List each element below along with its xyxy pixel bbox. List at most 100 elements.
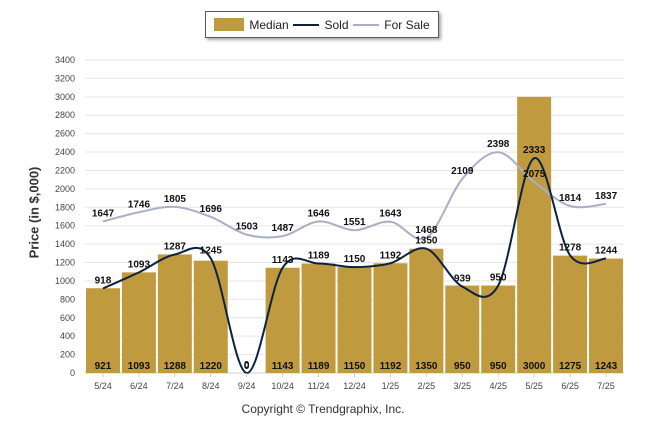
x-tick-label: 8/24 (202, 381, 220, 391)
median-value-label: 3000 (523, 361, 546, 372)
median-bar (445, 285, 480, 373)
legend-item-forsale[interactable]: For Sale (353, 17, 430, 32)
legend-item-sold[interactable]: Sold (293, 18, 349, 32)
y-tick-label: 800 (60, 294, 75, 304)
sold-value-label: 1189 (308, 251, 330, 262)
forsale-value-label: 1646 (307, 208, 330, 219)
y-tick-label: 200 (60, 350, 75, 360)
forsale-value-label: 1503 (236, 222, 259, 233)
median-value-label: 1150 (344, 361, 366, 372)
sold-value-label: 939 (454, 274, 471, 285)
x-tick-label: 5/25 (525, 381, 543, 391)
y-tick-label: 3000 (55, 92, 75, 102)
median-value-label: 921 (95, 361, 112, 372)
x-tick-label: 10/24 (271, 381, 294, 391)
y-axis-title: Price (in $,000) (26, 166, 42, 259)
x-axis: 5/24 6/24 7/24 8/24 9/24 10/24 11/24 12/24 1/25 2… (94, 373, 615, 391)
median-bar (553, 255, 588, 373)
legend-label-forsale: For Sale (384, 17, 430, 32)
median-bar (301, 263, 336, 373)
sold-swatch (293, 23, 320, 26)
median-value-label: 1192 (380, 361, 402, 372)
forsale-value-label: 1805 (164, 194, 187, 205)
x-tick-label: 11/24 (308, 381, 330, 391)
forsale-value-label: 1647 (92, 208, 115, 219)
y-tick-label: 400 (60, 331, 75, 341)
y-tick-label: 3400 (55, 55, 75, 65)
median-bar (121, 272, 156, 373)
sold-value-label: 1350 (415, 236, 438, 247)
median-value-label: 1093 (128, 361, 151, 372)
sold-value-label: 950 (490, 273, 507, 284)
median-value-label: 1288 (164, 361, 187, 372)
x-tick-label: 4/25 (489, 381, 507, 391)
x-tick-label: 6/24 (130, 381, 148, 391)
x-tick-label: 7/24 (166, 381, 184, 391)
sold-value-label: 0 (244, 360, 250, 371)
median-bar (157, 254, 192, 373)
sold-value-label: 1278 (559, 242, 582, 253)
median-bar (337, 267, 372, 373)
y-tick-label: 2200 (55, 165, 75, 175)
sold-value-label: 2333 (523, 145, 546, 156)
y-tick-label: 1800 (55, 202, 75, 212)
median-bar (517, 96, 552, 373)
x-tick-label: 1/25 (382, 381, 400, 391)
x-tick-label: 12/24 (343, 381, 366, 391)
median-value-label: 1243 (595, 361, 618, 372)
y-tick-label: 2400 (55, 147, 75, 157)
sold-value-label: 1245 (200, 245, 223, 256)
sold-value-label: 1192 (380, 250, 402, 261)
x-tick-label: 2/25 (418, 381, 436, 391)
median-bar (409, 248, 444, 373)
y-tick-label: 1600 (55, 221, 75, 231)
median-value-label: 1143 (272, 361, 294, 372)
y-tick-label: 3200 (55, 73, 75, 83)
x-tick-label: 5/24 (94, 381, 112, 391)
median-value-label: 1350 (415, 361, 438, 372)
median-bar (265, 267, 300, 373)
sold-value-label: 918 (95, 275, 112, 286)
forsale-value-label: 2398 (487, 139, 510, 150)
sold-line (102, 157, 607, 374)
sold-value-label: 1244 (595, 245, 618, 256)
median-bar (589, 258, 624, 373)
sold-value-label: 1150 (344, 254, 366, 265)
median-value-label: 0 (244, 361, 250, 372)
x-tick-label: 6/25 (561, 381, 579, 391)
forsale-value-label: 1643 (379, 209, 402, 220)
forsale-value-label: 1746 (128, 199, 151, 210)
forsale-line (102, 151, 607, 241)
median-swatch (214, 18, 245, 31)
forsale-value-label: 1696 (200, 204, 223, 215)
y-tick-label: 0 (70, 368, 75, 378)
forsale-value-label: 1814 (559, 193, 582, 204)
median-value-label: 1220 (200, 361, 223, 372)
median-value-label: 950 (454, 361, 471, 372)
sold-value-label: 1093 (128, 259, 151, 270)
legend-label-median: Median (249, 17, 289, 32)
forsale-value-label: 2075 (523, 169, 546, 180)
sold-value-label: 1143 (272, 255, 294, 266)
median-value-label: 950 (490, 361, 507, 372)
forsale-value-label: 1837 (595, 191, 618, 202)
median-value-label: 1275 (559, 361, 582, 372)
forsale-value-label: 2109 (451, 166, 474, 177)
y-tick-label: 2000 (55, 184, 75, 194)
forsale-value-label: 1487 (272, 223, 295, 234)
y-tick-label: 600 (60, 313, 75, 323)
forsale-value-label: 1468 (415, 225, 438, 236)
y-tick-label: 2800 (55, 110, 75, 120)
x-tick-label: 9/24 (238, 381, 256, 391)
y-tick-label: 1400 (55, 239, 75, 249)
forsale-value-label: 1551 (343, 217, 366, 228)
data-labels: 921 1093 1288 1220 0 1143 1189 1150 1192 1350 950 9… (92, 139, 618, 372)
median-bar (193, 260, 228, 373)
series-lines (102, 151, 607, 374)
legend-item-median[interactable]: Median (214, 17, 289, 32)
legend: Median Sold For Sale (205, 11, 439, 38)
y-axis: 0 200 400 600 800 1000 1200 1400 1600 1800 2000 220… (55, 55, 75, 378)
median-bars (85, 96, 624, 373)
median-bar (373, 263, 408, 373)
